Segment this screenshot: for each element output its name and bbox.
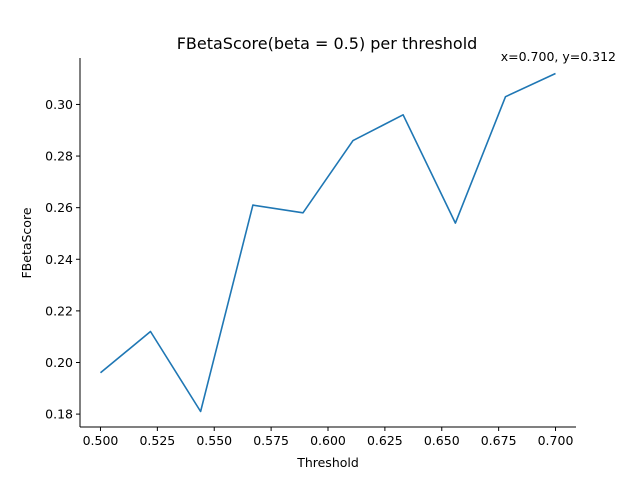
y-axis-label: FBetaScore [19, 207, 34, 278]
x-tick-label: 0.525 [139, 433, 175, 448]
y-tick-label: 0.24 [45, 252, 73, 267]
x-tick-label: 0.650 [424, 433, 460, 448]
y-tick-label: 0.22 [45, 303, 73, 318]
x-tick-label: 0.550 [196, 433, 232, 448]
x-tick-label: 0.575 [253, 433, 289, 448]
series-line [99, 72, 556, 413]
x-ticks: 0.500 0.525 0.550 0.575 0.600 0.625 0.650 0.675… [83, 427, 574, 448]
point-annotation: x=0.700, y=0.312 [501, 49, 616, 64]
x-axis-label: Threshold [296, 455, 359, 470]
y-tick-label: 0.20 [45, 355, 73, 370]
y-ticks: 0.18 0.20 0.22 0.24 0.26 0.28 0.30 [45, 97, 80, 422]
y-tick-label: 0.18 [45, 407, 73, 422]
x-tick-label: 0.700 [538, 433, 574, 448]
chart-title: FBetaScore(beta = 0.5) per threshold [177, 34, 478, 53]
y-tick-label: 0.26 [45, 200, 73, 215]
x-tick-label: 0.500 [83, 433, 119, 448]
plot-area: 0.500 0.525 0.550 0.575 0.600 0.625 0.650 0.675… [45, 58, 576, 448]
x-tick-label: 0.600 [310, 433, 346, 448]
x-tick-label: 0.675 [481, 433, 517, 448]
y-tick-label: 0.30 [45, 97, 73, 112]
x-tick-label: 0.625 [367, 433, 403, 448]
y-tick-label: 0.28 [45, 149, 73, 164]
